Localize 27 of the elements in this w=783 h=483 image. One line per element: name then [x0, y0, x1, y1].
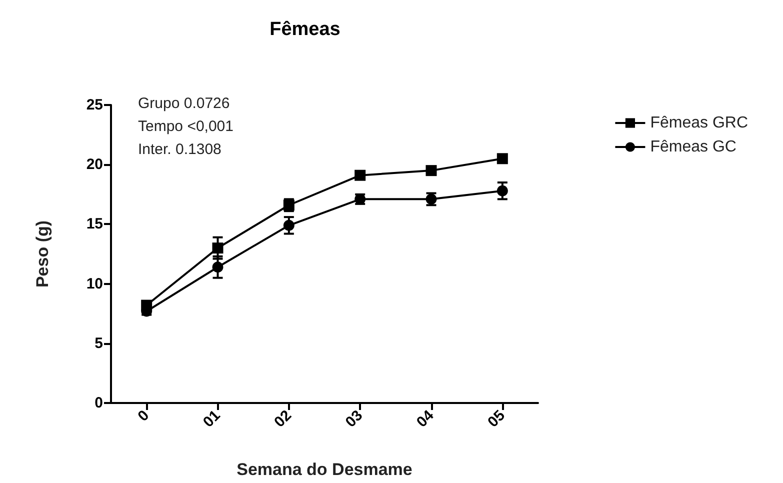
y-tick-label: 20: [86, 156, 103, 174]
x-tick-label: 01: [200, 406, 224, 431]
annotation: Grupo 0.0726: [138, 95, 230, 112]
legend-label: Fêmeas GRC: [650, 114, 748, 132]
point: [496, 153, 508, 164]
x-tick-label: 05: [484, 406, 508, 431]
y-tick-label: 25: [86, 96, 103, 114]
legend-label: Fêmeas GC: [650, 138, 736, 156]
y-axis-title: Peso (g): [33, 220, 52, 288]
annotation: Tempo <0,001: [138, 118, 234, 135]
point: [283, 220, 294, 231]
y-tick-label: 15: [86, 216, 103, 233]
x-axis-title: Semana do Desmame: [236, 460, 412, 479]
x-tick-label: 0: [134, 406, 153, 425]
x-tick-label: 03: [342, 406, 366, 431]
point: [212, 262, 224, 273]
x-tick-label: 04: [413, 406, 438, 431]
point: [426, 165, 437, 176]
y-tick-label: 5: [94, 334, 103, 352]
y-tick-label: 10: [86, 275, 103, 292]
y-tick-label: 0: [94, 394, 103, 412]
point: [496, 185, 508, 196]
point: [212, 242, 224, 254]
x-tick-label: 02: [271, 406, 295, 431]
annotation: Inter. 0.1308: [138, 141, 222, 158]
chart-title: Fêmeas: [270, 19, 340, 40]
point: [354, 170, 366, 181]
